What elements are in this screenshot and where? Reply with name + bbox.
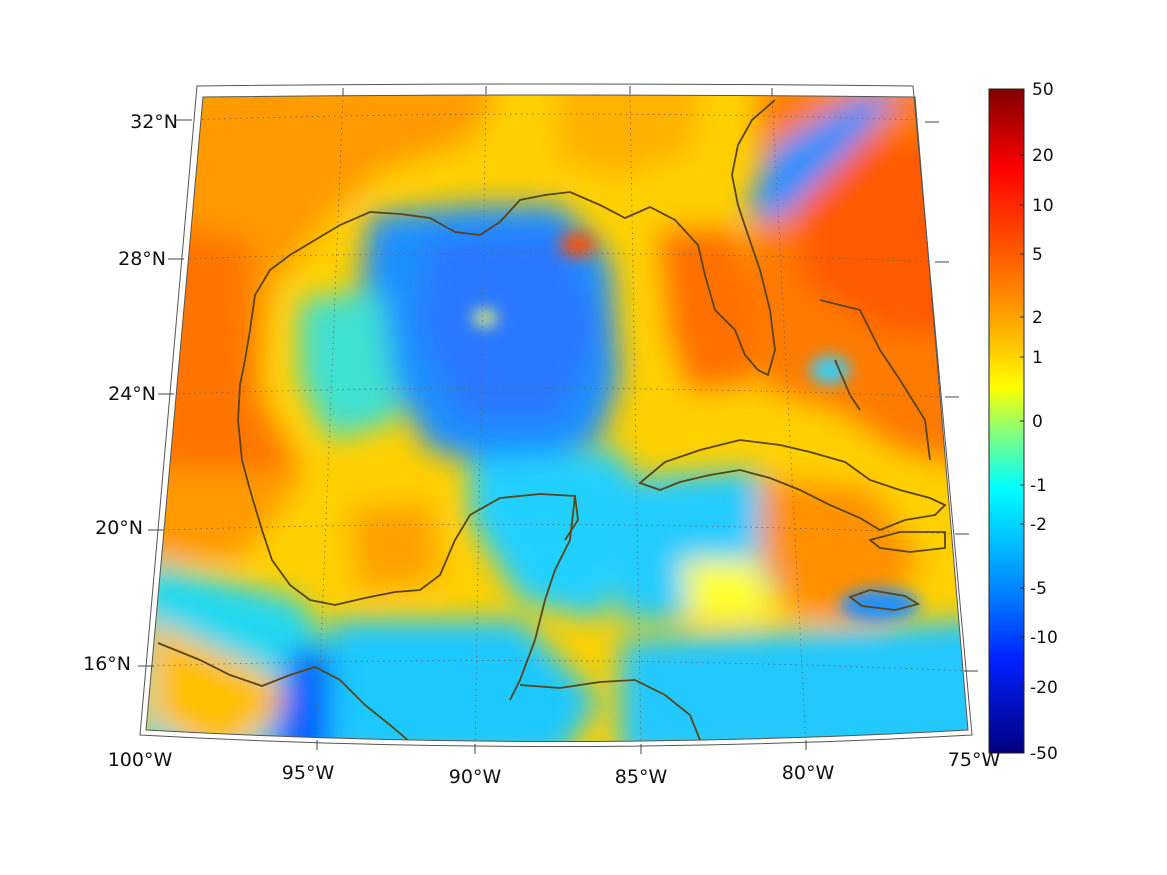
cuba-coast <box>638 439 947 532</box>
colorbar-label-50: 50 <box>1032 80 1054 100</box>
map-data-field <box>146 95 968 742</box>
hispaniola-coast <box>868 531 946 553</box>
jamaica-coast <box>848 589 921 611</box>
colorbar-gradient <box>988 88 1025 754</box>
lon-label-80w: 80°W <box>782 762 835 784</box>
yucatan-east-coast <box>564 495 579 541</box>
lat-label-16n: 16°N <box>83 653 131 675</box>
colorbar-label-neg10: -10 <box>1030 628 1058 648</box>
lon-label-90w: 90°W <box>449 766 502 788</box>
colorbar-label-0: 0 <box>1032 412 1043 432</box>
lon-label-100w: 100°W <box>108 749 173 771</box>
colorbar-label-1: 1 <box>1032 348 1043 368</box>
lat-label-28n: 28°N <box>118 248 166 270</box>
map-frame <box>139 83 973 747</box>
colorbar-label-neg50: -50 <box>1030 744 1058 764</box>
lat-label-20n: 20°N <box>95 517 143 539</box>
longitude-labels: 100°W 95°W 90°W 85°W 80°W 75°W <box>108 749 1001 788</box>
lon-label-85w: 85°W <box>615 766 668 788</box>
colorbar-ticks <box>1020 88 1024 754</box>
colorbar-label-neg5: -5 <box>1030 579 1047 599</box>
colorbar: 50 20 10 5 2 1 0 -1 -2 -5 -10 -20 -50 <box>988 80 1058 764</box>
colorbar-label-10: 10 <box>1032 196 1054 216</box>
pacific-coast <box>157 642 411 742</box>
graticule <box>151 95 967 742</box>
lon-label-95w: 95°W <box>282 762 335 784</box>
colorbar-label-neg1: -1 <box>1030 476 1047 496</box>
central-america-coast <box>519 679 701 741</box>
colorbar-label-5: 5 <box>1032 245 1043 265</box>
frame-ticks <box>138 86 978 754</box>
lat-label-24n: 24°N <box>108 383 156 405</box>
lon-label-75w: 75°W <box>948 749 1001 771</box>
lat-label-32n: 32°N <box>130 111 178 133</box>
gulf-coast-east <box>499 99 776 377</box>
colorbar-label-2: 2 <box>1032 308 1043 328</box>
bahamas-coast <box>819 299 931 461</box>
colorbar-label-20: 20 <box>1032 146 1054 166</box>
colorbar-label-neg2: -2 <box>1030 515 1047 535</box>
colorbar-label-neg20: -20 <box>1030 678 1058 698</box>
coastlines <box>157 99 947 742</box>
latitude-labels: 32°N 28°N 24°N 20°N 16°N <box>83 111 178 675</box>
